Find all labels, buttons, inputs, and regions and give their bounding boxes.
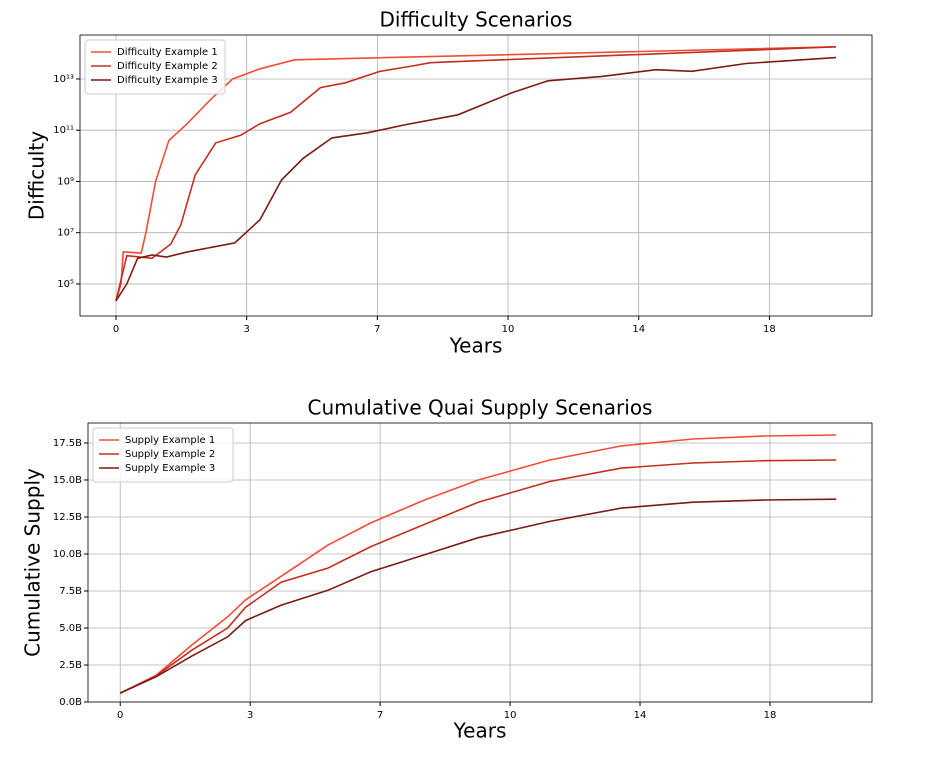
y-tick-label: 10.0B [53,549,82,560]
legend-label: Supply Example 2 [125,449,215,460]
data-line [115,46,837,302]
legend-label: Difficulty Example 1 [117,47,218,58]
x-tick-label: 18 [764,710,777,721]
x-tick-label: 7 [374,324,380,335]
y-tick-label: 15.0B [53,475,82,486]
x-tick-label: 10 [502,324,515,335]
y-axis-label: Difficulty [25,131,49,220]
legend-label: Difficulty Example 2 [117,61,218,72]
x-axis-label: Years [453,719,507,743]
y-tick-label: 10⁷ [57,228,74,239]
legend-label: Supply Example 3 [125,463,215,474]
y-axis-label: Cumulative Supply [21,468,45,657]
y-tick-label: 2.5B [59,660,82,671]
x-tick-label: 14 [632,324,645,335]
x-tick-label: 0 [113,324,119,335]
x-tick-label: 14 [634,710,647,721]
plot-frame [79,34,873,317]
x-tick-label: 18 [763,324,776,335]
chart: Cumulative Quai Supply Scenarios Years Cum… [21,396,873,743]
legend-label: Difficulty Example 3 [117,75,218,86]
y-tick-label: 7.5B [59,586,82,597]
y-tick-label: 0.0B [59,697,82,708]
chart-title: Difficulty Scenarios [380,8,573,32]
chart-title: Cumulative Quai Supply Scenarios [308,396,653,420]
x-tick-label: 0 [117,710,123,721]
data-line [119,434,837,694]
y-tick-label: 10⁵ [57,279,74,290]
y-tick-label: 10¹¹ [53,125,74,136]
y-tick-label: 17.5B [53,438,82,449]
x-tick-label: 10 [504,710,517,721]
legend: Difficulty Example 1 Difficulty Example 2… [84,39,226,95]
y-tick-label: 10¹³ [53,74,74,85]
x-tick-label: 3 [247,710,253,721]
data-line [115,46,837,301]
legend-label: Supply Example 1 [125,435,215,446]
x-tick-label: 3 [243,324,249,335]
plot-frame [87,422,873,703]
data-line [115,56,837,302]
y-tick-label: 12.5B [53,512,82,523]
legend-box [84,39,226,95]
y-tick-label: 5.0B [59,623,82,634]
legend: Supply Example 1 Supply Example 2 Supply E… [92,427,234,483]
legend-box [92,427,234,483]
x-axis-label: Years [449,334,503,358]
chart: Difficulty Scenarios Years Difficulty 0 3 7 10… [25,8,873,358]
y-tick-label: 10⁹ [57,176,74,187]
x-tick-label: 7 [377,710,383,721]
data-line [119,459,837,694]
data-line [119,498,837,694]
